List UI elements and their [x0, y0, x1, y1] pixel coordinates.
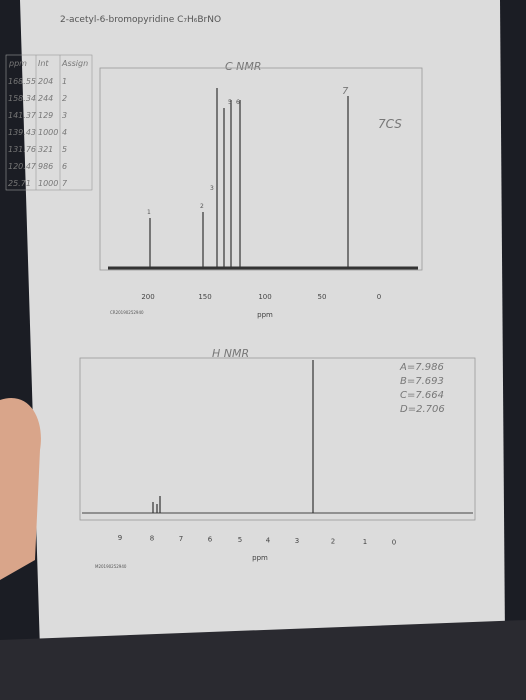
h-note: C=7.664 — [400, 390, 444, 401]
table-cell: 129 — [38, 111, 53, 120]
peak-label: 7 — [342, 86, 349, 97]
h-tick: 7 — [179, 535, 183, 543]
c-tick: 0 — [377, 293, 381, 301]
peak-label: 6 — [236, 99, 240, 106]
peak-label: 2 — [200, 203, 204, 210]
table-cell: 4 — [62, 128, 67, 137]
h-note: B=7.693 — [400, 376, 444, 387]
peak-label: 1 — [147, 209, 151, 216]
hand — [0, 398, 41, 580]
h-tick: 8 — [150, 535, 154, 543]
table-cell: 158.34 — [8, 94, 36, 103]
table-header: Assign — [61, 59, 88, 68]
peak-label: 5 — [228, 99, 232, 106]
table-cell: 321 — [38, 145, 53, 154]
c-peak-labels: 1 2 3 5 6 7 — [147, 86, 349, 216]
table-cell: 131.76 — [8, 145, 36, 154]
h-tick: 1 — [363, 538, 367, 546]
table-cell: 204 — [38, 77, 53, 86]
table-cell: 1000 — [38, 179, 58, 188]
table-cell: 3 — [62, 111, 67, 120]
c-table: ppm Int Assign 168.55 204 1 158.34 244 2 141.3… — [5, 54, 93, 191]
peak-label: 3 — [210, 185, 214, 192]
c-tick: 200 — [141, 293, 154, 301]
desk — [0, 620, 526, 700]
h-note: D=2.706 — [400, 404, 445, 415]
h-peaks — [152, 360, 314, 513]
h-tick: 2 — [331, 538, 335, 546]
table-header: ppm — [8, 59, 27, 68]
c-frame — [99, 67, 423, 271]
paper — [20, 0, 505, 650]
h-note: A=7.986 — [399, 362, 444, 373]
table-cell: 141.37 — [8, 111, 37, 120]
h-tick: 6 — [208, 536, 213, 544]
c-tick: 50 — [318, 293, 327, 301]
table-cell: 139.43 — [8, 128, 36, 137]
table-cell: 1 — [62, 77, 67, 86]
table-cell: 244 — [38, 94, 53, 103]
c-note: 7CS — [378, 117, 402, 131]
h-tick: 5 — [238, 536, 242, 544]
c-axis-label: ppm — [257, 311, 273, 319]
table-cell: 6 — [62, 162, 67, 171]
title: 2-acetyl-6-bromopyridine C₇H₆BrNO — [60, 15, 221, 25]
c-code: CR20190252940 — [110, 310, 144, 315]
table-cell: 2 — [62, 94, 67, 103]
c-tick: 100 — [258, 293, 271, 301]
table-cell: 986 — [38, 162, 53, 171]
h-axis-label: ppm — [252, 554, 268, 562]
h-tick: 3 — [295, 537, 299, 545]
table-header: Int — [38, 59, 49, 68]
table-cell: 168.55 — [8, 77, 36, 86]
h-tick: 9 — [118, 534, 122, 542]
c-tick: 150 — [198, 293, 211, 301]
h-frame — [79, 357, 476, 521]
table-cell: 25.71 — [8, 179, 31, 188]
table-cell: 5 — [62, 145, 67, 154]
table-cell: 120.47 — [8, 162, 37, 171]
c-peaks — [149, 88, 349, 268]
table-cell: 7 — [62, 179, 68, 188]
h-label: H NMR — [212, 347, 249, 360]
h-tick: 4 — [266, 537, 271, 545]
table-cell: 1000 — [38, 128, 58, 137]
h-tick: 0 — [392, 539, 396, 547]
h-code: M20190252940 — [95, 564, 127, 569]
c-label: C NMR — [225, 60, 262, 73]
